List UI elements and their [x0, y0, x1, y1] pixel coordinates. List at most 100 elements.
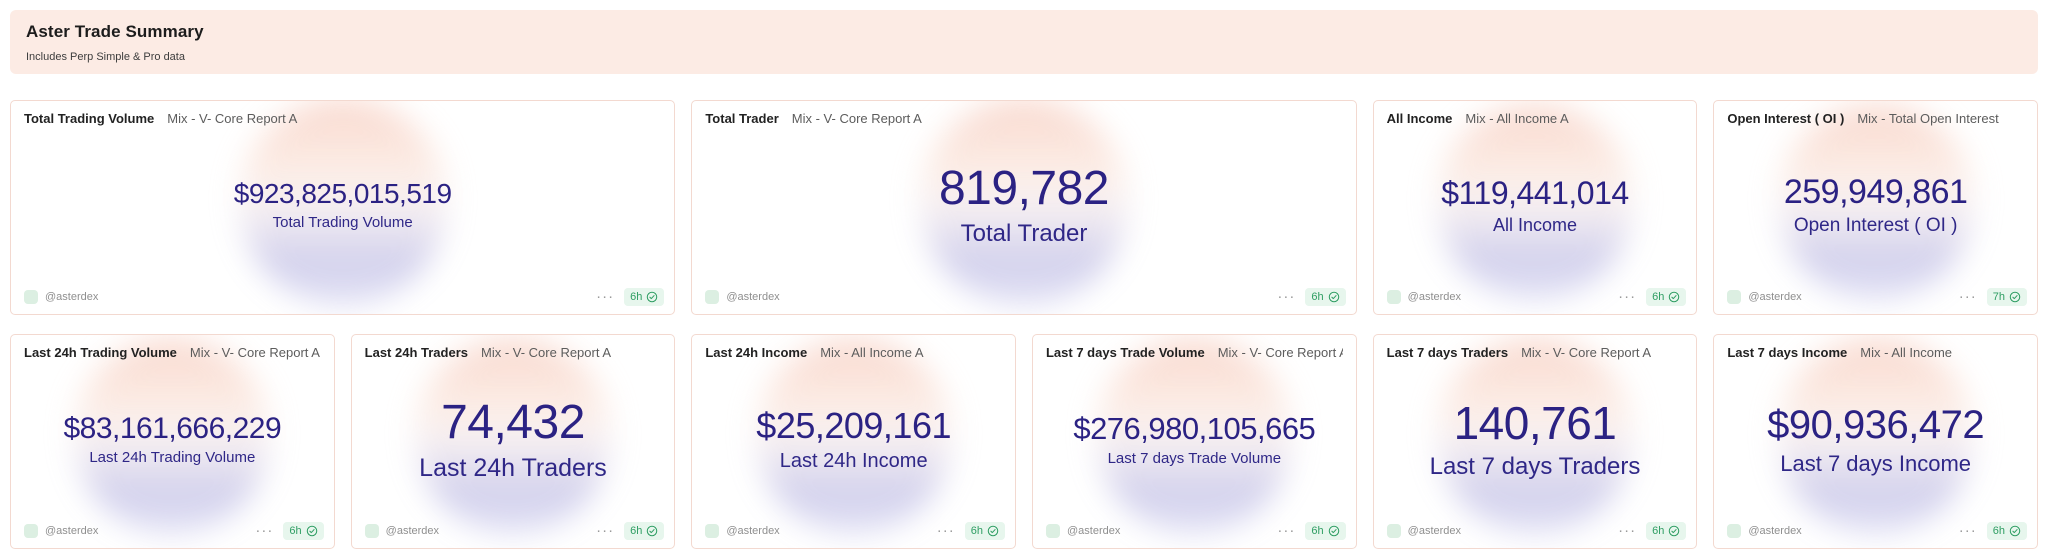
- footer-actions: ··· 6h: [255, 522, 324, 540]
- author-link[interactable]: @asterdex: [705, 290, 780, 304]
- more-menu-icon[interactable]: ···: [1618, 288, 1637, 305]
- author-link[interactable]: @asterdex: [364, 524, 439, 538]
- counter-body: $276,980,105,665 Last 7 days Trade Volum…: [1039, 337, 1350, 534]
- counter-card-last-24h-trading-volume: Last 24h Trading Volume Mix - V- Core Re…: [10, 334, 335, 549]
- query-link[interactable]: Mix - V- Core Report A: [480, 345, 612, 360]
- refresh-badge[interactable]: 6h: [964, 522, 1005, 540]
- decorative-glow: [238, 101, 447, 306]
- author-link[interactable]: @asterdex: [1727, 524, 1802, 538]
- query-link[interactable]: Mix - V- Core Report A: [791, 111, 922, 126]
- query-link[interactable]: Mix - All Income A: [820, 345, 924, 360]
- author-avatar: [705, 290, 720, 304]
- refresh-badge[interactable]: 6h: [624, 288, 665, 306]
- card-footer: @asterdex ··· 6h: [24, 288, 665, 306]
- more-menu-icon[interactable]: ···: [1277, 288, 1296, 305]
- decorative-glow: [1777, 337, 1974, 534]
- refresh-badge[interactable]: 6h: [1646, 522, 1687, 540]
- more-menu-icon[interactable]: ···: [936, 522, 955, 539]
- footer-actions: ··· 6h: [596, 522, 665, 540]
- refresh-badge[interactable]: 7h: [1986, 288, 2027, 306]
- more-menu-icon[interactable]: ···: [596, 522, 615, 539]
- query-link[interactable]: Mix - V- Core Report A: [189, 345, 320, 360]
- query-link[interactable]: Mix - Total Open Interest: [1857, 111, 1999, 126]
- counter-body: 819,782 Total Trader: [698, 101, 1349, 306]
- query-link[interactable]: Mix - All Income A: [1465, 111, 1569, 126]
- counter-label: Total Trader: [960, 220, 1088, 248]
- author-avatar: [1386, 290, 1401, 304]
- card-header: Last 24h Income Mix - All Income A: [705, 345, 1002, 360]
- refresh-badge[interactable]: 6h: [1986, 522, 2027, 540]
- check-circle-icon: [1328, 291, 1339, 303]
- more-menu-icon[interactable]: ···: [1618, 522, 1637, 539]
- author-handle: @asterdex: [45, 291, 99, 303]
- refresh-age: 6h: [970, 525, 983, 537]
- footer-actions: ··· 6h: [1618, 288, 1687, 306]
- footer-actions: ··· 6h: [1959, 522, 2027, 540]
- footer-actions: ··· 6h: [596, 288, 665, 306]
- dashboard-subtitle: Includes Perp Simple & Pro data: [26, 51, 185, 63]
- author-link[interactable]: @asterdex: [24, 524, 98, 538]
- widget-title-link[interactable]: Total Trader: [705, 111, 779, 126]
- card-footer: @asterdex ··· 6h: [1386, 522, 1687, 540]
- query-link[interactable]: Mix - V- Core Report A: [167, 111, 298, 126]
- widget-title-link[interactable]: Last 24h Income: [705, 345, 808, 360]
- more-menu-icon[interactable]: ···: [1958, 288, 1977, 305]
- counter-value: $83,161,666,229: [63, 412, 282, 446]
- refresh-age: 6h: [630, 291, 643, 303]
- decorative-glow: [414, 337, 611, 534]
- counter-card-all-income: All Income Mix - All Income A $119,441,0…: [1372, 100, 1698, 315]
- more-menu-icon[interactable]: ···: [596, 288, 615, 305]
- refresh-badge[interactable]: 6h: [624, 522, 665, 540]
- counter-value: $276,980,105,665: [1073, 410, 1316, 446]
- more-menu-icon[interactable]: ···: [1958, 522, 1977, 539]
- query-link[interactable]: Mix - All Income: [1860, 345, 1953, 360]
- dashboard-header: Aster Trade Summary Includes Perp Simple…: [10, 10, 2038, 74]
- author-link[interactable]: @asterdex: [705, 524, 780, 538]
- widget-title-link[interactable]: Last 7 days Traders: [1386, 345, 1509, 360]
- counter-body: $25,209,161 Last 24h Income: [698, 337, 1009, 534]
- counter-value: 259,949,861: [1783, 172, 1968, 211]
- refresh-badge[interactable]: 6h: [1305, 288, 1346, 306]
- refresh-badge[interactable]: 6h: [283, 522, 324, 540]
- query-link[interactable]: Mix - V- Core Report A: [1521, 345, 1652, 360]
- refresh-badge[interactable]: 6h: [1646, 288, 1687, 306]
- widget-title-link[interactable]: Open Interest ( OI ): [1727, 111, 1845, 126]
- counter-value: 819,782: [938, 162, 1110, 216]
- refresh-age: 7h: [1992, 291, 2005, 303]
- more-menu-icon[interactable]: ···: [1277, 522, 1296, 539]
- footer-actions: ··· 6h: [1277, 522, 1346, 540]
- counter-body: $83,161,666,229 Last 24h Trading Volume: [17, 337, 328, 534]
- footer-actions: ··· 6h: [937, 522, 1005, 540]
- author-handle: @asterdex: [1066, 525, 1121, 537]
- query-link[interactable]: Mix - V- Core Report A: [1217, 345, 1343, 360]
- author-link[interactable]: @asterdex: [1727, 290, 1802, 304]
- decorative-glow: [919, 101, 1128, 306]
- widget-title-link[interactable]: Last 24h Traders: [364, 345, 468, 360]
- counter-card-total-trading-volume: Total Trading Volume Mix - V- Core Repor…: [10, 100, 676, 315]
- card-header: Open Interest ( OI ) Mix - Total Open In…: [1727, 111, 2024, 126]
- counter-card-last-7-days-income: Last 7 days Income Mix - All Income $90,…: [1713, 334, 2038, 549]
- card-header: Last 7 days Traders Mix - V- Core Report…: [1387, 345, 1684, 360]
- refresh-badge[interactable]: 6h: [1305, 522, 1346, 540]
- card-header: Last 7 days Trade Volume Mix - V- Core R…: [1046, 345, 1343, 360]
- widget-title-link[interactable]: Last 7 days Income: [1727, 345, 1848, 360]
- widget-title-link[interactable]: Last 24h Trading Volume: [24, 345, 177, 360]
- refresh-age: 6h: [1652, 525, 1665, 537]
- author-link[interactable]: @asterdex: [1386, 524, 1461, 538]
- counter-label: Last 24h Trading Volume: [89, 449, 256, 467]
- author-link[interactable]: @asterdex: [1045, 524, 1121, 538]
- more-menu-icon[interactable]: ···: [255, 522, 274, 539]
- author-handle: @asterdex: [726, 525, 780, 537]
- author-handle: @asterdex: [1748, 525, 1802, 537]
- widgets-grid: Total Trading Volume Mix - V- Core Repor…: [10, 100, 2038, 549]
- author-link[interactable]: @asterdex: [24, 290, 98, 304]
- card-footer: @asterdex ··· 6h: [705, 522, 1005, 540]
- card-footer: @asterdex ··· 6h: [24, 522, 324, 540]
- counter-label: All Income: [1492, 214, 1578, 235]
- widget-title-link[interactable]: Total Trading Volume: [24, 111, 155, 126]
- widget-title-link[interactable]: All Income: [1386, 111, 1453, 126]
- author-link[interactable]: @asterdex: [1386, 290, 1461, 304]
- widget-title-link[interactable]: Last 7 days Trade Volume: [1045, 345, 1205, 360]
- counter-body: 140,761 Last 7 days Traders: [1380, 337, 1691, 534]
- counter-card-last-7-days-traders: Last 7 days Traders Mix - V- Core Report…: [1372, 334, 1698, 549]
